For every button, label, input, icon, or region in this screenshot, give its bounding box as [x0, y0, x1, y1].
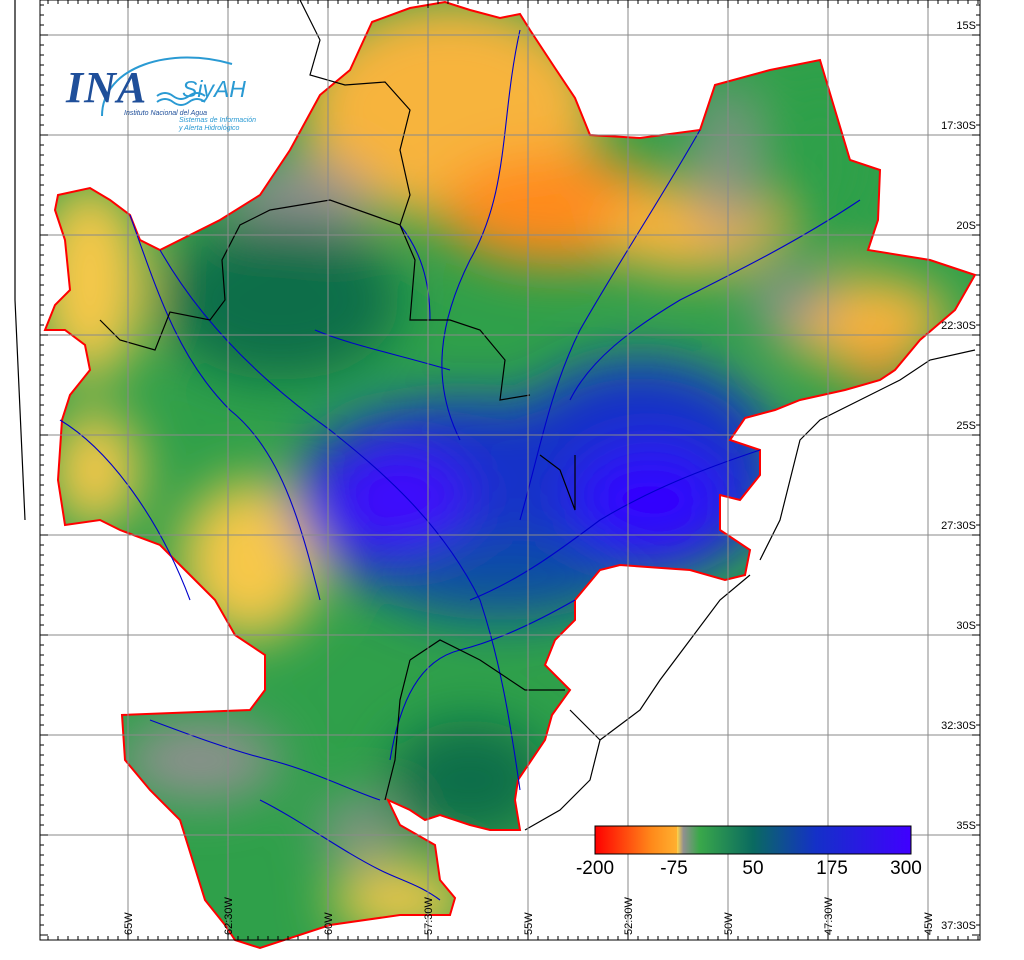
- colorbar-gradient: [594, 825, 912, 855]
- logo-subtitle: y Alerta Hidrológico: [179, 125, 240, 132]
- latitude-labels: 15S 17:30S 20S 22:30S 25S 27:30S 30S 32:…: [941, 20, 976, 932]
- lat-label: 15S: [956, 20, 976, 32]
- lon-label: 60W: [323, 912, 335, 935]
- lat-label: 25S: [956, 420, 976, 432]
- lat-label: 17:30S: [941, 120, 976, 132]
- colorbar-tick-label: 50: [742, 858, 763, 879]
- colorbar-tick-label: 175: [816, 858, 848, 879]
- lon-label: 52:30W: [623, 896, 635, 935]
- lat-label: 37:30S: [941, 920, 976, 932]
- logo-subtitle: Sistemas de Información: [179, 117, 257, 124]
- logo-system-name: SiyAH: [182, 76, 246, 102]
- logo-institute-name: Instituto Nacional del Agua: [124, 110, 208, 117]
- logo-acronym: INA: [66, 63, 148, 112]
- ina-siyah-logo: INA SiyAH Instituto Nacional del Agua Si…: [62, 46, 272, 141]
- longitude-labels: 65W 62:30W 60W 57:30W 55W 52:30W 50W 47:…: [123, 896, 935, 935]
- lat-label: 35S: [956, 820, 976, 832]
- lon-label: 50W: [723, 912, 735, 935]
- lat-label: 20S: [956, 220, 976, 232]
- lat-label: 27:30S: [941, 520, 976, 532]
- lon-label: 62:30W: [223, 896, 235, 935]
- colorbar-tick-label: -200: [576, 858, 614, 879]
- country-borders: [14, 0, 976, 831]
- lon-label: 57:30W: [423, 896, 435, 935]
- lon-label: 55W: [523, 912, 535, 935]
- plot-frame: [39, 0, 981, 941]
- lon-label: 47:30W: [823, 896, 835, 935]
- lat-label: 32:30S: [941, 720, 976, 732]
- lat-label: 30S: [956, 620, 976, 632]
- logo-arc-icon: [101, 56, 233, 117]
- lat-label: 22:30S: [941, 320, 976, 332]
- colorbar-tick-label: 300: [890, 858, 922, 879]
- colorbar-tick-label: -75: [660, 858, 687, 879]
- colorbar: -200 -75 50 175 300: [576, 825, 922, 879]
- lon-label: 45W: [923, 912, 935, 935]
- lon-label: 65W: [123, 912, 135, 935]
